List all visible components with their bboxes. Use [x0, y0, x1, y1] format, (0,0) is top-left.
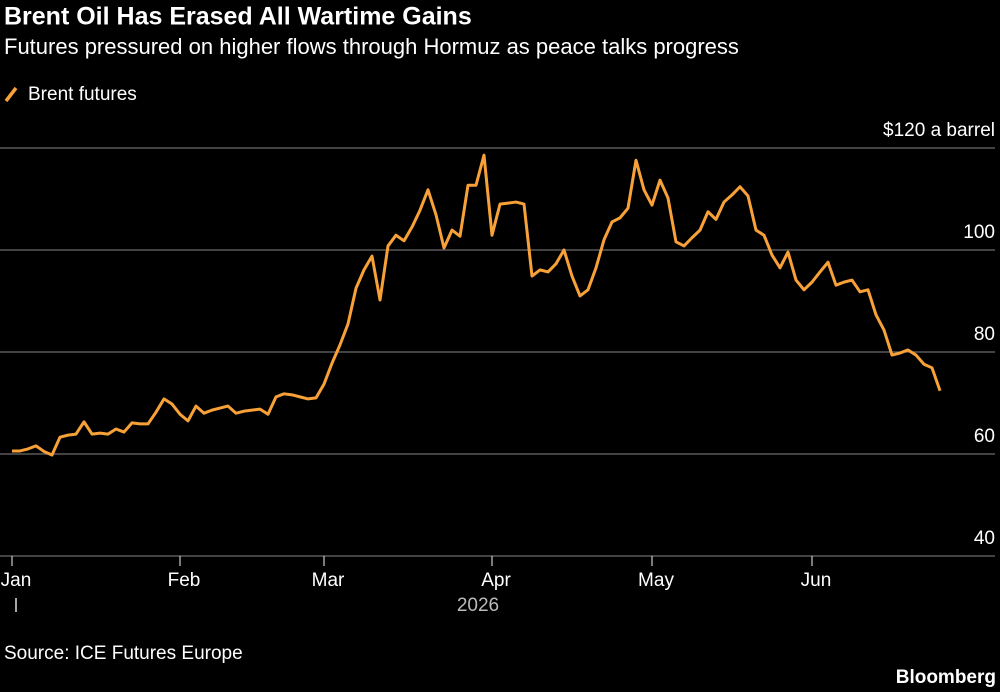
- x-tick-label: May: [638, 570, 674, 591]
- y-tick-label: 40: [974, 528, 995, 549]
- y-tick-label: 80: [974, 324, 995, 345]
- source: Source: ICE Futures Europe: [4, 643, 243, 664]
- x-axis-label: 2026: [457, 595, 499, 616]
- x-tick-label: Feb: [168, 570, 201, 591]
- series-line: [12, 153, 942, 457]
- credit: Bloomberg: [896, 667, 996, 688]
- y-tick-label: 100: [963, 222, 995, 243]
- legend-label: Brent futures: [28, 84, 137, 105]
- x-tick-label: Jun: [801, 570, 832, 591]
- y-tick-label: $120 a barrel: [883, 120, 995, 141]
- chart-subtitle: Futures pressured on higher flows throug…: [4, 34, 739, 59]
- legend-swatch: [4, 86, 18, 103]
- y-tick-label: 60: [974, 426, 995, 447]
- x-tick-label: Mar: [312, 570, 345, 591]
- x-tick-label: Jan: [1, 570, 32, 591]
- chart-title: Brent Oil Has Erased All Wartime Gains: [4, 3, 472, 31]
- x-tick-label: Apr: [481, 570, 511, 591]
